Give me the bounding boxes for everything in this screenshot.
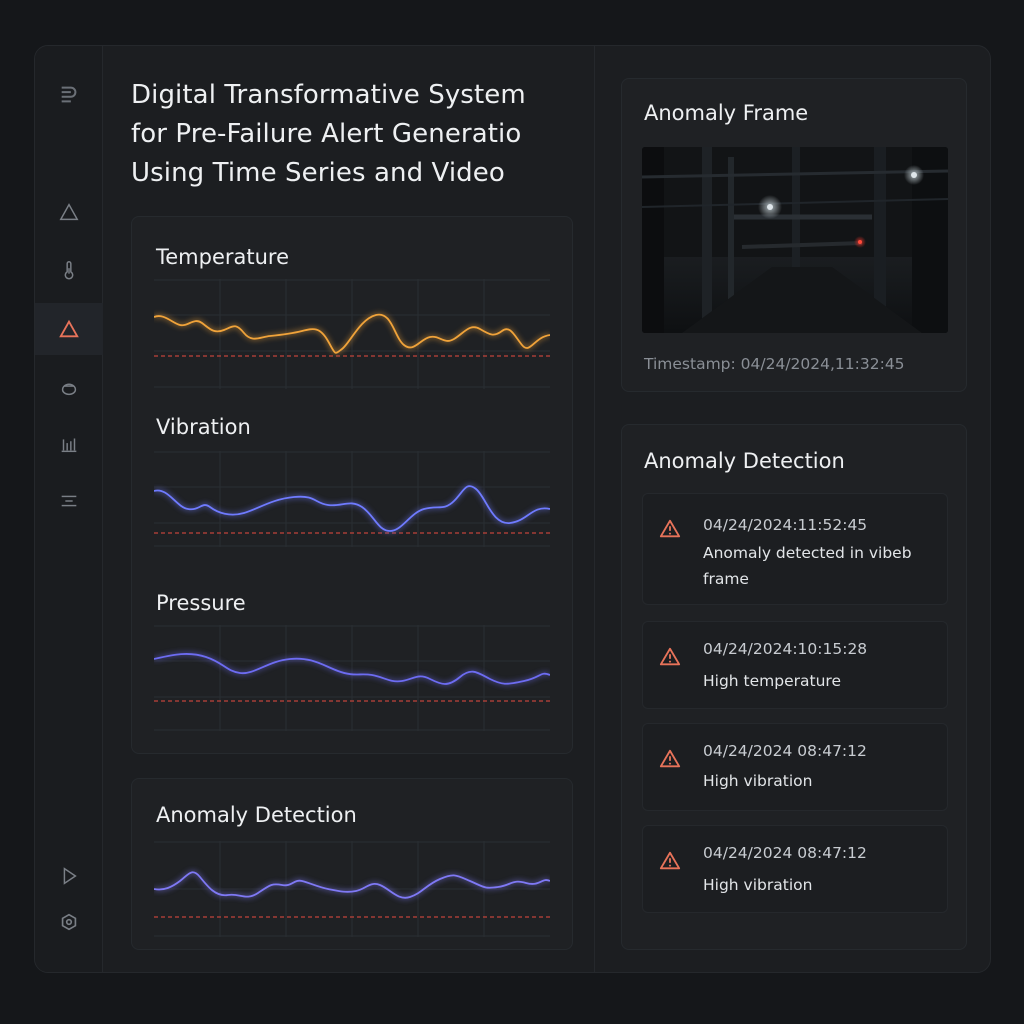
- settings-icon[interactable]: [35, 896, 103, 948]
- alert-triangle-icon: [659, 851, 681, 870]
- frame-timestamp: Timestamp: 04/24/2024,11:32:45: [644, 355, 905, 373]
- pressure-chart: [154, 625, 550, 731]
- page-title: Digital Transformative System for Pre-Fa…: [131, 80, 526, 188]
- right-panel: Anomaly Frame: [595, 46, 990, 972]
- thermometer-icon[interactable]: [35, 244, 103, 296]
- menu-lines-icon[interactable]: [35, 475, 103, 527]
- alert-message: High vibration: [703, 772, 813, 790]
- alert-item[interactable]: 04/24/2024 08:47:12 High vibration: [642, 825, 948, 913]
- alert-time: 04/24/2024:11:52:45: [703, 516, 868, 534]
- alert-message: Anomaly detected in vibeb frame: [703, 544, 912, 588]
- temperature-chart-title: Temperature: [156, 245, 290, 269]
- alert-message: High temperature: [703, 672, 841, 690]
- anomaly-video-frame[interactable]: [642, 147, 948, 333]
- alert-time: 04/24/2024 08:47:12: [703, 742, 867, 760]
- vibration-series-line: [154, 485, 550, 532]
- alert-triangle-icon: [659, 749, 681, 768]
- app-window: Digital Transformative System for Pre-Fa…: [34, 45, 991, 973]
- anomaly-detection-title: Anomaly Detection: [644, 449, 845, 473]
- anomaly-frame-card: Anomaly Frame: [621, 78, 967, 392]
- sensor-charts-card: Temperature Vibration Pressure: [131, 216, 573, 754]
- drop-icon[interactable]: [35, 361, 103, 413]
- pressure-grid: [154, 625, 550, 731]
- sidebar: [35, 46, 103, 972]
- vibration-chart-title: Vibration: [156, 415, 251, 439]
- anomaly-chart-title: Anomaly Detection: [156, 803, 357, 827]
- alert-item[interactable]: 04/24/2024:11:52:45 Anomaly detected in …: [642, 493, 948, 605]
- temperature-chart: [154, 279, 550, 389]
- temperature-series-line: [154, 313, 550, 354]
- industrial-scene-image: [642, 147, 948, 333]
- alert-message: High vibration: [703, 876, 813, 894]
- alert-triangle-icon: [659, 647, 681, 666]
- anomaly-series-line: [154, 871, 550, 899]
- anomaly-chart: [154, 841, 550, 937]
- anomaly-detection-card: Anomaly Detection 04/24/2024:11:52:45 An…: [621, 424, 967, 950]
- pressure-chart-title: Pressure: [156, 591, 246, 615]
- logo-icon[interactable]: [35, 68, 103, 120]
- bar-chart-icon[interactable]: [35, 418, 103, 470]
- pressure-series-line: [154, 653, 550, 685]
- vibration-chart: [154, 451, 550, 547]
- alert-time: 04/24/2024 08:47:12: [703, 844, 867, 862]
- anomaly-chart-card: Anomaly Detection: [131, 778, 573, 950]
- main-panel: Digital Transformative System for Pre-Fa…: [103, 46, 595, 972]
- anomaly-grid: [154, 841, 550, 937]
- alert-time: 04/24/2024:10:15:28: [703, 640, 868, 658]
- alert-triangle-icon: [659, 519, 681, 538]
- warning-outline-icon[interactable]: [35, 186, 103, 238]
- alert-item[interactable]: 04/24/2024:10:15:28 High temperature: [642, 621, 948, 709]
- play-icon[interactable]: [35, 850, 103, 902]
- alert-item[interactable]: 04/24/2024 08:47:12 High vibration: [642, 723, 948, 811]
- alert-triangle-icon[interactable]: [35, 303, 103, 355]
- anomaly-frame-title: Anomaly Frame: [644, 101, 809, 125]
